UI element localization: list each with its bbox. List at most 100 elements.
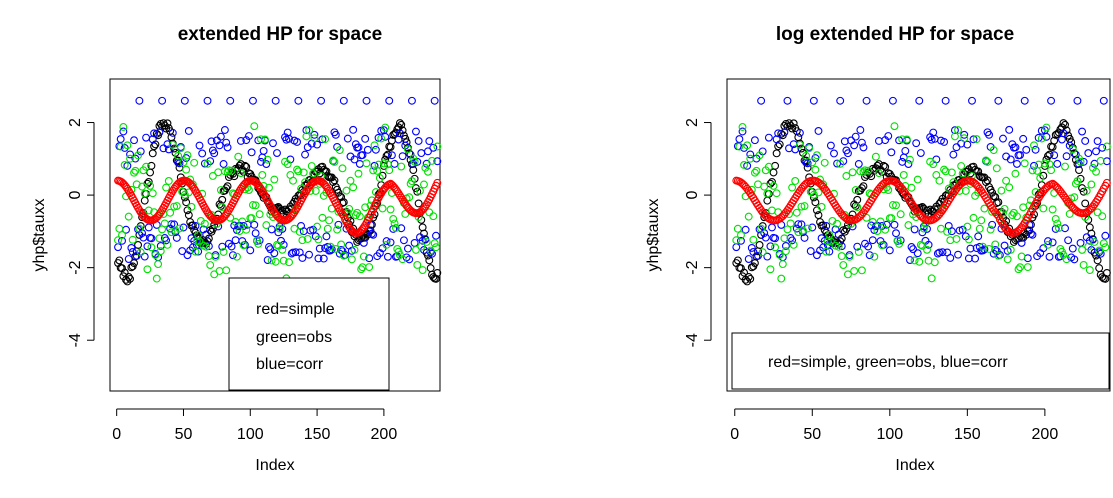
point-corr	[795, 128, 804, 137]
point-corr	[1081, 137, 1090, 145]
point-corr	[130, 136, 138, 145]
point-corr	[158, 96, 167, 105]
point-obs	[430, 239, 439, 248]
point-obs	[735, 142, 744, 151]
point-corr	[1073, 96, 1082, 105]
point-obs	[123, 141, 132, 150]
point-corr	[1070, 255, 1079, 264]
point-obs	[783, 225, 792, 234]
point-other	[974, 167, 983, 176]
point-obs	[941, 167, 950, 176]
point-obs	[856, 167, 865, 176]
point-obs	[1087, 180, 1096, 189]
point-obs	[143, 265, 152, 274]
point-obs	[803, 224, 812, 233]
point-other	[733, 256, 742, 265]
point-other	[339, 198, 348, 207]
point-obs	[218, 203, 227, 212]
point-other	[879, 161, 888, 170]
point-corr	[1044, 237, 1052, 246]
point-corr	[904, 160, 913, 168]
point-obs	[775, 251, 784, 259]
point-obs	[789, 240, 798, 249]
point-corr	[315, 244, 324, 253]
point-obs	[397, 162, 406, 171]
point-obs	[777, 274, 786, 283]
point-corr	[206, 157, 215, 166]
point-corr	[220, 126, 229, 134]
point-corr	[1059, 129, 1068, 138]
point-other	[163, 119, 172, 128]
point-obs	[140, 189, 149, 198]
point-other	[417, 215, 426, 224]
point-obs	[211, 252, 220, 261]
chart-title: extended HP for space	[178, 24, 383, 45]
x-tick-label: 200	[371, 426, 398, 443]
point-corr	[127, 244, 136, 252]
point-obs	[878, 241, 887, 250]
point-obs	[1065, 209, 1074, 218]
point-obs	[134, 151, 143, 160]
point-corr	[906, 256, 914, 264]
point-corr	[398, 152, 407, 161]
point-corr	[1084, 149, 1093, 158]
point-obs	[420, 180, 428, 189]
point-other	[204, 234, 213, 243]
point-obs	[799, 226, 807, 235]
point-corr	[785, 144, 793, 153]
point-simple	[421, 202, 430, 211]
point-corr	[119, 127, 128, 136]
point-corr	[335, 249, 344, 258]
point-corr	[164, 145, 173, 154]
point-corr	[892, 229, 900, 238]
chart-right: log extended HP for space 0 50 100 150 200 -…	[645, 24, 1111, 474]
point-other	[1093, 256, 1102, 265]
point-corr	[210, 149, 219, 158]
point-other	[744, 272, 753, 281]
point-corr	[386, 238, 395, 247]
point-obs	[208, 172, 217, 180]
point-obs	[935, 176, 944, 185]
point-other	[769, 168, 778, 177]
point-obs	[263, 155, 272, 164]
point-obs	[929, 160, 938, 169]
point-corr	[1101, 231, 1110, 240]
point-corr	[947, 227, 956, 236]
point-obs	[1078, 245, 1087, 254]
point-corr	[178, 247, 187, 256]
point-other	[410, 174, 419, 183]
point-corr	[737, 236, 745, 245]
point-obs	[954, 126, 962, 135]
point-corr	[359, 238, 368, 247]
point-corr	[334, 220, 343, 229]
point-obs	[963, 222, 972, 231]
x-tick-label: 50	[175, 426, 193, 443]
point-obs	[766, 265, 775, 274]
point-corr	[255, 236, 264, 245]
point-obs	[1061, 162, 1069, 171]
point-obs	[1096, 156, 1105, 165]
point-obs	[119, 123, 128, 131]
point-corr	[743, 161, 752, 170]
point-other	[1095, 264, 1104, 273]
point-corr	[424, 147, 432, 156]
point-obs	[923, 245, 931, 254]
point-corr	[964, 254, 973, 263]
point-obs	[916, 240, 925, 249]
point-corr	[1064, 236, 1073, 245]
point-obs	[265, 183, 273, 192]
point-simple	[251, 178, 260, 187]
point-other	[768, 177, 776, 186]
point-obs	[358, 263, 367, 272]
point-corr	[915, 96, 924, 105]
point-obs	[136, 248, 145, 257]
point-obs	[421, 163, 430, 172]
point-obs	[1003, 255, 1012, 264]
point-obs	[738, 123, 747, 131]
point-corr	[412, 127, 420, 136]
point-obs	[120, 161, 129, 169]
point-other	[223, 182, 232, 191]
point-obs	[382, 240, 391, 249]
point-obs	[135, 224, 144, 233]
point-corr	[857, 138, 866, 147]
